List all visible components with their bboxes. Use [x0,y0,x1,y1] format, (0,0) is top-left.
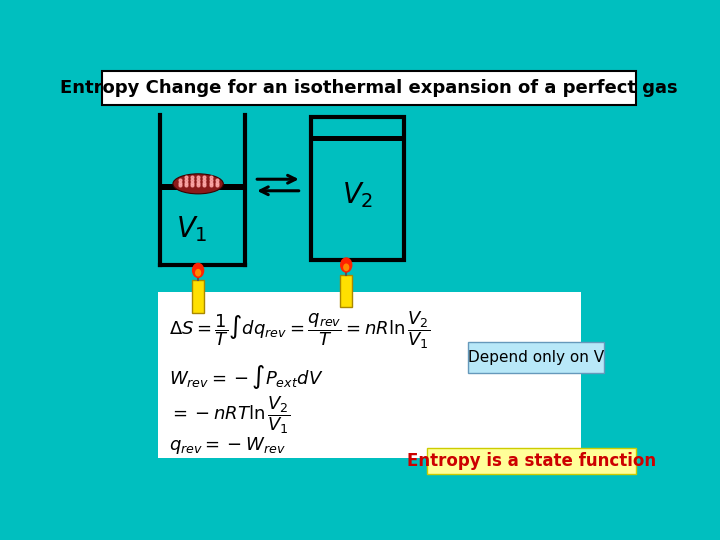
Ellipse shape [173,174,223,194]
Bar [311,117,404,260]
Bar [192,280,204,313]
Bar [340,275,352,307]
Text: $V_1$: $V_1$ [176,214,208,244]
Bar [427,448,636,474]
Bar [160,184,245,190]
Text: Entropy is a state function: Entropy is a state function [408,452,657,470]
Ellipse shape [343,264,349,271]
Bar [312,136,402,141]
Bar [102,71,636,105]
Text: $V_2$: $V_2$ [342,180,373,211]
Text: Entropy Change for an isothermal expansion of a perfect gas: Entropy Change for an isothermal expansi… [60,79,678,97]
Bar [468,342,604,373]
Text: $W_{rev} = -\int P_{ext}dV$: $W_{rev} = -\int P_{ext}dV$ [169,363,323,390]
Text: $= -nRT\ln\dfrac{V_2}{V_1}$: $= -nRT\ln\dfrac{V_2}{V_1}$ [169,394,290,436]
Ellipse shape [192,262,204,278]
Bar [158,292,580,457]
Ellipse shape [195,269,201,276]
Text: $q_{rev} = -W_{rev}$: $q_{rev} = -W_{rev}$ [169,435,286,456]
Text: Depend only on V: Depend only on V [468,350,604,365]
Ellipse shape [340,257,352,273]
Text: $\Delta S = \dfrac{1}{T}\int dq_{rev} = \dfrac{q_{rev}}{T} = nR\ln\dfrac{V_2}{V_: $\Delta S = \dfrac{1}{T}\int dq_{rev} = … [169,309,431,352]
